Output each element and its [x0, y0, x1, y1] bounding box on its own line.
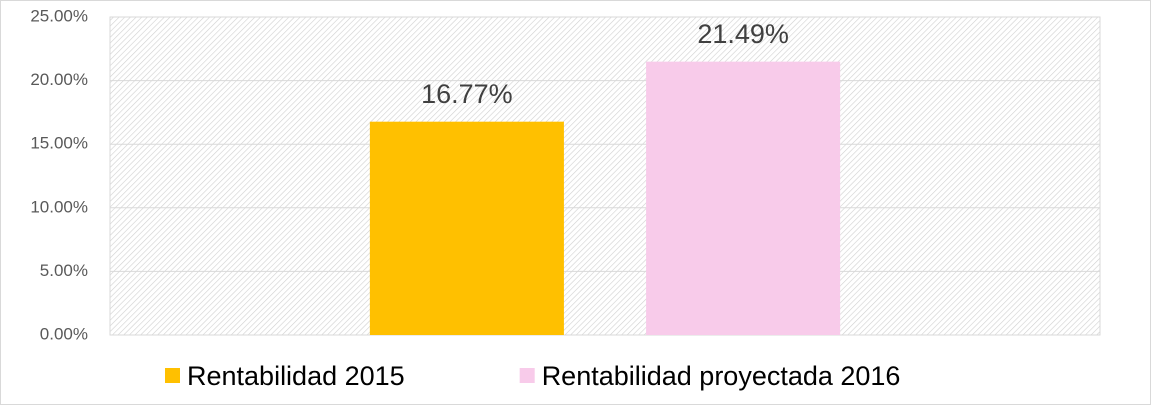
bar — [369, 121, 564, 335]
y-tick-label: 25.00% — [30, 6, 88, 25]
y-tick-label: 15.00% — [30, 134, 88, 153]
legend-label: Rentabilidad 2015 — [187, 361, 405, 391]
data-label: 16.77% — [421, 79, 513, 109]
legend-swatch — [165, 368, 180, 383]
legend-label: Rentabilidad proyectada 2016 — [542, 361, 901, 391]
legend-swatch — [519, 368, 535, 383]
y-tick-label: 10.00% — [30, 197, 88, 216]
y-tick-label: 20.00% — [30, 70, 88, 89]
plot-area — [109, 16, 1101, 336]
y-tick-label: 5.00% — [40, 261, 88, 280]
data-label: 21.49% — [697, 19, 789, 49]
y-tick-label: 0.00% — [40, 324, 88, 343]
bar — [646, 61, 841, 335]
